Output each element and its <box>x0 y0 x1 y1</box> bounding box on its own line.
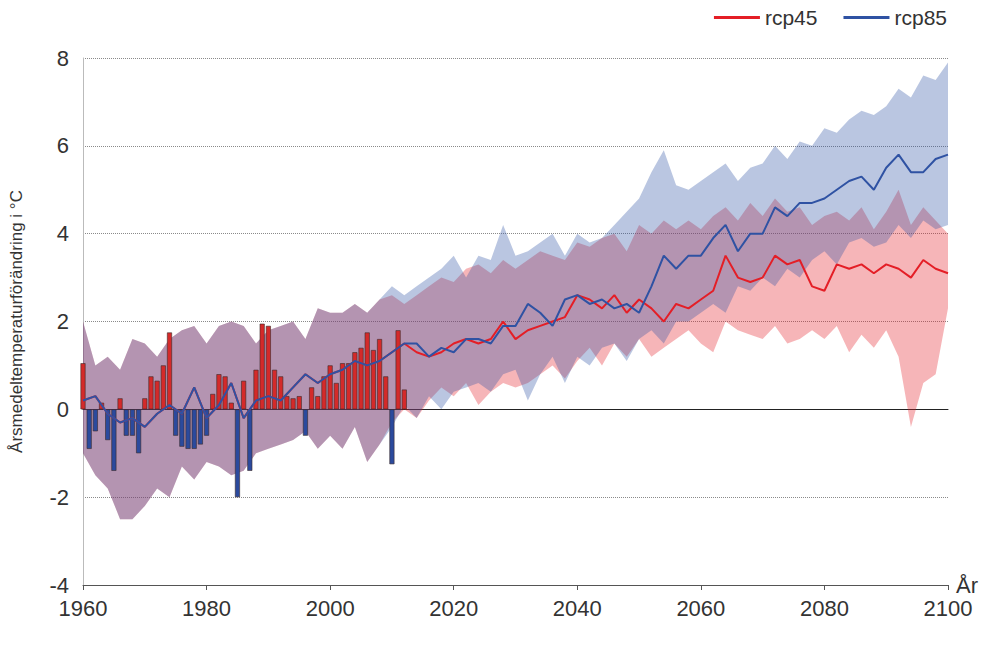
svg-text:-2: -2 <box>49 485 69 510</box>
svg-text:Årsmedeltemperaturförändring i: Årsmedeltemperaturförändring i °C <box>7 190 26 453</box>
svg-text:1960: 1960 <box>59 596 108 621</box>
svg-text:2: 2 <box>57 309 69 334</box>
svg-text:8: 8 <box>57 46 69 71</box>
svg-text:6: 6 <box>57 133 69 158</box>
svg-text:2080: 2080 <box>800 596 849 621</box>
svg-text:0: 0 <box>57 397 69 422</box>
svg-text:rcp85: rcp85 <box>894 6 947 29</box>
svg-text:2100: 2100 <box>924 596 973 621</box>
svg-text:2020: 2020 <box>429 596 478 621</box>
svg-text:1980: 1980 <box>182 596 231 621</box>
svg-text:-4: -4 <box>49 573 69 598</box>
svg-text:4: 4 <box>57 221 69 246</box>
svg-text:2000: 2000 <box>306 596 355 621</box>
svg-text:År: År <box>956 573 978 598</box>
svg-text:rcp45: rcp45 <box>765 6 818 29</box>
svg-text:2060: 2060 <box>676 596 725 621</box>
svg-text:2040: 2040 <box>553 596 602 621</box>
